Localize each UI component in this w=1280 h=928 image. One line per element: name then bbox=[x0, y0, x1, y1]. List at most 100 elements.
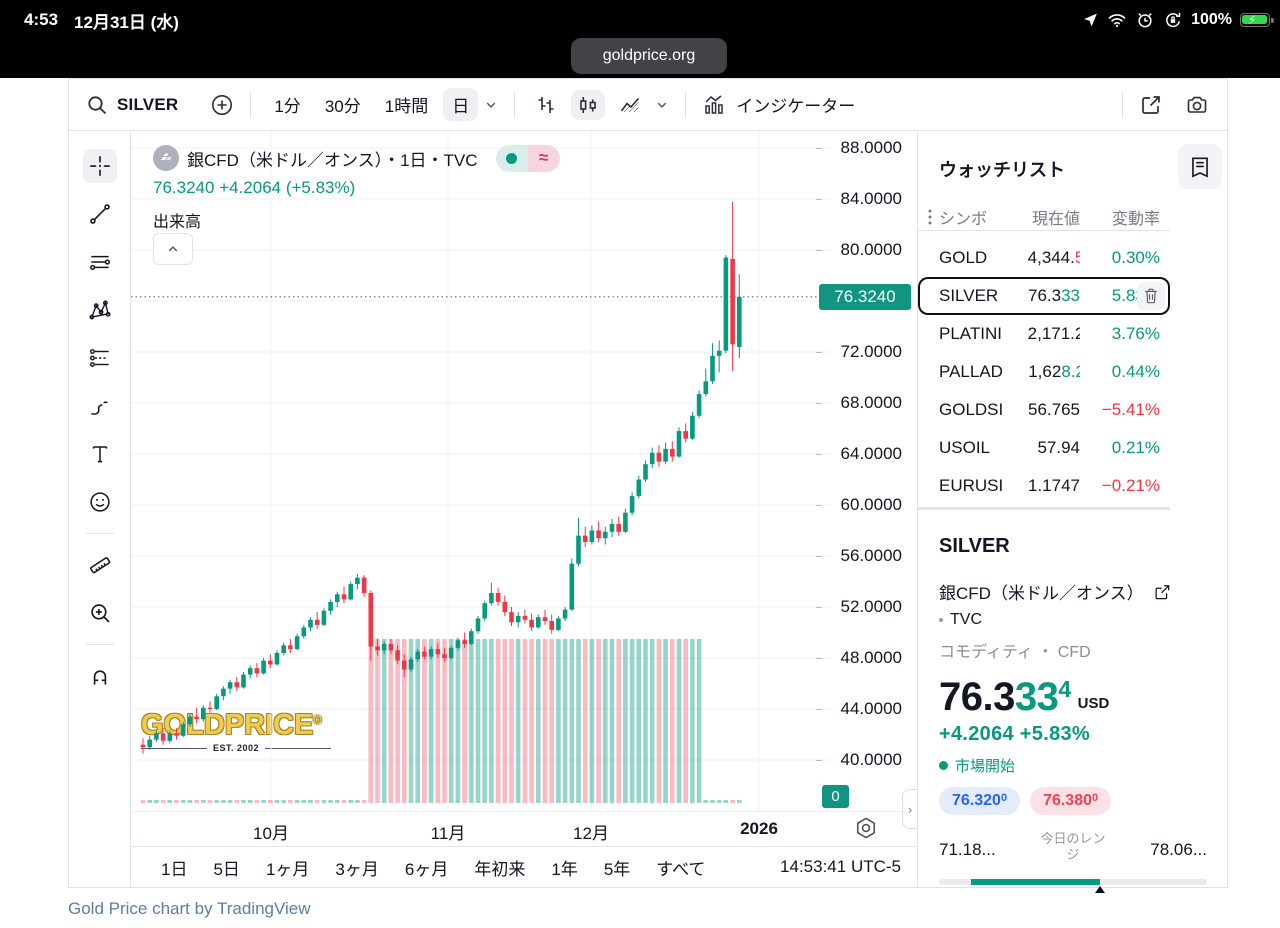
bid-pill[interactable]: 76.320 0 bbox=[939, 787, 1021, 815]
compare-add-icon[interactable] bbox=[208, 91, 236, 119]
watchlist-row-PLATINI[interactable]: PLATINI 2,171.2 3.76% bbox=[918, 315, 1170, 353]
detail-instrument-name: 銀CFD（米ドル／オンス） bbox=[939, 584, 1144, 603]
range-5日[interactable]: 5日 bbox=[213, 859, 240, 879]
brush-tool-icon[interactable] bbox=[83, 389, 117, 423]
status-bar: 4:53 12月31日 (水) 100% ⚡ bbox=[0, 0, 1280, 40]
column-change[interactable]: 変動率 bbox=[1111, 211, 1160, 228]
silver-symbol-logo bbox=[153, 145, 179, 171]
clock-time: 4:53 bbox=[24, 10, 59, 29]
toolbar-divider bbox=[85, 644, 114, 645]
row-symbol: SILVER bbox=[939, 286, 999, 305]
snapshot-camera-icon[interactable] bbox=[1183, 91, 1211, 119]
panel-divider bbox=[918, 507, 1170, 510]
row-value: 1.1747 bbox=[1028, 476, 1080, 495]
row-change: 0.30% bbox=[1111, 248, 1160, 267]
zoom-in-tool-icon[interactable] bbox=[83, 596, 117, 630]
time-axis[interactable]: 10月 11月 12月 2026 bbox=[131, 812, 917, 846]
wifi-icon bbox=[1107, 10, 1127, 30]
bar-chart-icon[interactable] bbox=[529, 90, 563, 120]
row-symbol: PALLAD bbox=[939, 362, 1003, 381]
watchlist-row-GOLDSI[interactable]: GOLDSI 56.765 −5.41% bbox=[918, 391, 1170, 429]
currency-label: USD bbox=[1077, 695, 1110, 712]
watchlist-row-EURUSI[interactable]: EURUSI 1.1747 −0.21% bbox=[918, 467, 1170, 505]
chart-canvas[interactable] bbox=[131, 131, 917, 811]
status-date: 12月31日 (水) bbox=[74, 12, 179, 32]
chevron-up-icon bbox=[164, 240, 182, 258]
date-ranges-toolbar: 1日 5日 1ヶ月 3ヶ月 6ヶ月 年初来 1年 5年 すべて 14:53:41 UTC-5 bbox=[131, 846, 917, 887]
horizontal-line-tool-icon[interactable] bbox=[83, 245, 117, 279]
drag-handle-icon[interactable] bbox=[923, 207, 937, 227]
chart-type-chevron-down-icon[interactable] bbox=[653, 96, 671, 114]
emoji-tool-icon[interactable] bbox=[83, 485, 117, 519]
xabcd-pattern-tool-icon[interactable] bbox=[83, 293, 117, 327]
indicators-button[interactable]: インジケーター bbox=[736, 97, 856, 116]
timezone-gear-icon[interactable] bbox=[853, 815, 879, 841]
row-value: 2,171.2 bbox=[1027, 324, 1080, 343]
range-1年[interactable]: 1年 bbox=[551, 859, 578, 879]
current-price-label: 76.3240 bbox=[819, 283, 911, 310]
legend-price-change: 76.3240 +4.2064 (+5.83%) bbox=[153, 178, 356, 197]
detail-name-row: 銀CFD（米ドル／オンス） bbox=[939, 579, 1172, 604]
watchlist-menu-icon[interactable] bbox=[1178, 144, 1222, 189]
detail-exchange: TVC bbox=[950, 611, 982, 628]
day-range-row: 71.18... 今日のレンジ 78.06... bbox=[939, 831, 1207, 863]
crosshair-tool-icon[interactable] bbox=[82, 149, 117, 183]
range-3ヶ月[interactable]: 3ヶ月 bbox=[335, 859, 379, 879]
share-icon[interactable] bbox=[1137, 91, 1165, 119]
range-1日[interactable]: 1日 bbox=[161, 859, 188, 879]
session-clock[interactable]: 14:53:41 UTC-5 bbox=[780, 857, 901, 876]
range-5年[interactable]: 5年 bbox=[603, 859, 631, 879]
trash-icon[interactable] bbox=[1137, 282, 1165, 310]
bullet-icon bbox=[939, 618, 943, 622]
bid-ask-row: 76.320 0 76.380 0 bbox=[939, 787, 1112, 815]
tradingview-attribution-link[interactable]: Gold Price chart by TradingView bbox=[68, 899, 311, 918]
area-chart-icon[interactable] bbox=[613, 90, 647, 120]
symbol-search-button[interactable]: SILVER bbox=[117, 94, 179, 114]
battery-charging-icon: ⚡ bbox=[1240, 13, 1274, 27]
range-年初来[interactable]: 年初来 bbox=[474, 859, 526, 879]
range-6ヶ月[interactable]: 6ヶ月 bbox=[404, 859, 449, 879]
watchlist-row-PALLAD[interactable]: PALLAD 1,628.2 0.44% bbox=[918, 353, 1170, 391]
indicators-icon[interactable] bbox=[700, 91, 728, 119]
interval-1時間[interactable]: 1時間 bbox=[384, 97, 429, 116]
location-icon bbox=[1082, 10, 1099, 30]
top-toolbar: SILVER 1分 30分 1時間日 インジケーター bbox=[69, 79, 1227, 131]
trend-line-tool-icon[interactable] bbox=[83, 197, 117, 231]
chart-area: GOLDPRICE® EST. 2002 88.0000 84.0000 80.00… bbox=[131, 131, 917, 887]
row-symbol: USOIL bbox=[939, 438, 991, 457]
magnet-tool-icon[interactable] bbox=[83, 659, 117, 693]
legend-collapse-button[interactable] bbox=[153, 233, 193, 265]
range-1ヶ月[interactable]: 1ヶ月 bbox=[265, 859, 310, 879]
row-change: 0.44% bbox=[1111, 362, 1160, 381]
watchlist-row-USOIL[interactable]: USOIL 57.94 0.21% bbox=[918, 429, 1170, 467]
ask-pill[interactable]: 76.380 0 bbox=[1030, 787, 1112, 815]
range-marker-icon bbox=[1094, 886, 1105, 893]
projection-tool-icon[interactable] bbox=[83, 341, 117, 375]
volume-study-label[interactable]: 出来高 bbox=[153, 214, 202, 231]
legend-symbol-title[interactable]: 銀CFD（米ドル／オンス）・1日・TVC bbox=[187, 150, 478, 170]
address-bar[interactable]: goldprice.org bbox=[571, 38, 727, 74]
column-symbol[interactable]: シンボ bbox=[939, 211, 988, 228]
detail-price: 76.3334USD bbox=[939, 675, 1110, 719]
search-icon[interactable] bbox=[83, 91, 111, 119]
row-value: 56.765 bbox=[1028, 400, 1080, 419]
watchlist-collapse-tab[interactable]: › bbox=[902, 789, 917, 829]
watchlist-row-SILVER[interactable]: SILVER 76.333 5.83% bbox=[918, 277, 1170, 315]
candlestick-icon[interactable] bbox=[571, 89, 606, 120]
toolbar-divider bbox=[85, 533, 114, 534]
external-link-icon[interactable] bbox=[1152, 582, 1172, 602]
interval-日[interactable]: 日 bbox=[443, 88, 479, 121]
detail-exchange-row: TVC bbox=[939, 611, 982, 629]
ruler-tool-icon[interactable] bbox=[83, 548, 117, 582]
interval-chevron-down-icon[interactable] bbox=[482, 96, 500, 114]
plot-bottom-border bbox=[131, 811, 917, 812]
column-value[interactable]: 現在値 bbox=[1031, 211, 1080, 228]
detail-change: +4.2064 +5.83% bbox=[939, 723, 1090, 745]
range-すべて[interactable]: すべて bbox=[656, 859, 706, 879]
interval-1分[interactable]: 1分 bbox=[274, 97, 301, 116]
interval-30分[interactable]: 30分 bbox=[324, 97, 361, 116]
time-tick-11月: 11月 bbox=[430, 824, 466, 843]
text-tool-icon[interactable] bbox=[83, 437, 117, 471]
watchlist-row-GOLD[interactable]: GOLD 4,344.5 0.30% bbox=[918, 239, 1170, 277]
legend-status-pills[interactable]: ≈ bbox=[495, 144, 560, 172]
